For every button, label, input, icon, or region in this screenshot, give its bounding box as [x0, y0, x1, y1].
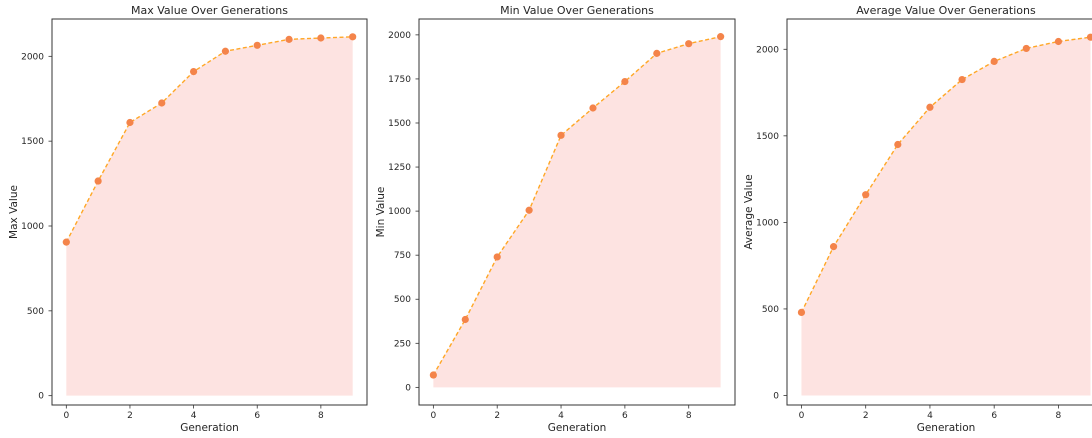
data-point — [990, 57, 998, 66]
x-tick-label: 6 — [622, 411, 628, 421]
area-fill — [433, 36, 721, 388]
axes-frame — [418, 18, 736, 406]
chart-panel-2: 0 2 4 6 8 0 250 500 750 1000 1250 1500 1750 2000 Min V… — [375, 4, 736, 434]
x-tick-label: 8 — [318, 411, 324, 421]
x-tick-label: 6 — [254, 411, 260, 421]
data-point — [189, 67, 198, 76]
chart-panel-3: 0 2 4 6 8 0 500 1000 1500 2000 Average Value Over … — [743, 4, 1092, 434]
data-point — [158, 99, 166, 107]
x-tick-label: 6 — [991, 411, 997, 421]
y-tick-label: 500 — [762, 305, 779, 315]
x-tick-label: 0 — [799, 411, 805, 421]
x-axis-label: Generation — [548, 422, 607, 434]
data-point — [621, 77, 629, 86]
x-tick-label: 8 — [1056, 411, 1062, 421]
data-point — [285, 35, 293, 43]
y-tick-label: 1000 — [21, 222, 44, 232]
y-tick-label: 0 — [405, 383, 411, 393]
data-point — [926, 103, 934, 111]
x-tick-label: 4 — [927, 411, 933, 421]
y-tick-label: 0 — [38, 392, 44, 402]
data-point — [317, 34, 325, 42]
data-point — [349, 33, 357, 41]
x-tick-label: 8 — [686, 411, 692, 421]
y-axis-label: Average Value — [743, 174, 755, 249]
y-tick-label: 500 — [394, 295, 411, 305]
data-point — [493, 253, 501, 261]
area-fill — [66, 36, 353, 396]
data-point — [525, 206, 533, 214]
chart-title: Min Value Over Generations — [500, 4, 654, 17]
series-line — [800, 36, 1091, 313]
area-fill — [801, 37, 1091, 396]
data-point — [589, 104, 597, 112]
data-point — [429, 371, 437, 379]
data-point — [1054, 37, 1063, 46]
y-tick-label: 1000 — [756, 218, 779, 228]
data-point — [717, 33, 725, 41]
y-tick-label: 750 — [394, 251, 411, 261]
data-point — [653, 49, 661, 57]
chart-title: Max Value Over Generations — [131, 4, 288, 17]
x-axis-label: Generation — [180, 422, 239, 434]
series-line — [65, 36, 353, 243]
y-tick-label: 2000 — [388, 31, 411, 41]
data-point — [94, 177, 102, 185]
y-axis-label: Min Value — [375, 187, 387, 238]
y-tick-label: 500 — [27, 307, 44, 317]
chart-panel-1: 0 2 4 6 8 0 500 1000 1500 2000 Max Value Over Gene… — [8, 4, 368, 434]
axes-frame — [51, 18, 368, 406]
data-point — [221, 47, 230, 55]
x-tick-label: 0 — [430, 411, 436, 421]
x-tick-label: 2 — [127, 411, 133, 421]
y-axis-label: Max Value — [8, 185, 20, 239]
data-point — [461, 315, 469, 324]
y-tick-label: 1500 — [756, 132, 779, 142]
y-tick-label: 1500 — [388, 119, 411, 129]
y-tick-label: 1000 — [388, 207, 411, 217]
x-tick-label: 0 — [63, 411, 69, 421]
y-tick-label: 0 — [773, 391, 779, 401]
series-line — [432, 35, 721, 376]
data-point — [557, 131, 565, 139]
y-tick-label: 1500 — [21, 137, 44, 147]
data-point — [862, 191, 870, 199]
data-point — [253, 41, 261, 49]
axes-frame — [786, 18, 1092, 406]
y-tick-label: 1750 — [388, 75, 411, 85]
y-tick-label: 1250 — [388, 163, 411, 173]
data-point — [1022, 44, 1030, 53]
y-tick-label: 250 — [394, 339, 411, 349]
data-point — [1086, 33, 1092, 41]
data-point — [894, 140, 902, 149]
data-point — [126, 118, 134, 127]
x-tick-label: 2 — [863, 411, 869, 421]
x-tick-label: 2 — [494, 411, 500, 421]
x-axis-label: Generation — [917, 422, 976, 434]
data-point — [62, 238, 70, 246]
x-tick-label: 4 — [558, 411, 564, 421]
y-tick-label: 2000 — [756, 45, 779, 55]
chart-title: Average Value Over Generations — [856, 4, 1036, 17]
data-point — [829, 243, 838, 251]
data-point — [797, 308, 806, 316]
y-tick-label: 2000 — [21, 52, 44, 62]
x-tick-label: 4 — [191, 411, 197, 421]
data-point — [685, 40, 693, 48]
data-point — [958, 75, 966, 84]
